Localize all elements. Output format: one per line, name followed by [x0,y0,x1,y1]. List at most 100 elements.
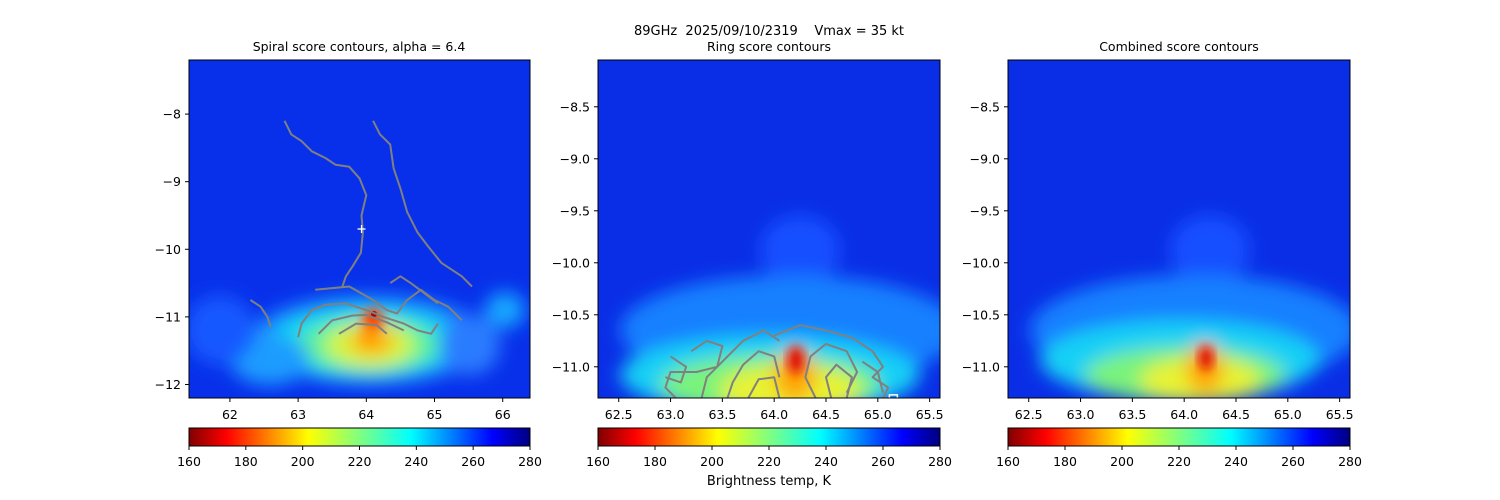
y-tick-label: −9 [163,174,181,189]
heatmap-image [598,60,940,398]
x-tick-label: 64.0 [1170,407,1198,422]
colorbar-tick-label: 280 [518,454,542,469]
x-tick-label: 63.5 [1118,407,1146,422]
colorbar-tick-label: 200 [291,454,315,469]
colorbar-tick-label: 200 [700,454,724,469]
y-tick-label: −8.5 [970,99,1000,114]
y-tick-label: −10.5 [552,307,590,322]
y-tick-label: −10.0 [962,255,1000,270]
contour-lines [249,120,473,338]
contour-line [700,329,780,398]
colorbar-ticks: 160 180 200 220 240 260 280 [586,446,952,469]
x-tick-label: 62.5 [605,407,633,422]
y-tick-label: −9.0 [970,151,1000,166]
contour-line [773,324,890,398]
panel-spiral: Spiral score contours, alpha = 6.4 [155,39,531,422]
x-tick-label: 64.0 [760,407,788,422]
y-tick-label: −9.0 [560,151,590,166]
x-tick-label: 66 [495,407,511,422]
x-tick-label: 63.5 [708,407,736,422]
colorbar-tick-label: 160 [177,454,201,469]
plot-frame [1007,59,1351,399]
colorbar-gradient [597,427,941,447]
colorbar-tick-label: 260 [871,454,895,469]
contour-line [664,339,724,398]
contour-line [726,350,781,398]
colorbar-1: 160 180 200 220 240 260 280 [177,427,542,469]
x-tick-label: 65.0 [864,407,892,422]
colorbar-tick-label: 260 [461,454,485,469]
x-tick-label: 62 [222,407,238,422]
y-tick-label: −10.0 [552,255,590,270]
x-tick-label: 63.0 [1067,407,1095,422]
x-tick-label: 65 [427,407,443,422]
colorbar-tick-label: 220 [757,454,781,469]
panel-title: Combined score contours [1099,39,1259,54]
colorbar-label: Brightness temp, K [707,474,832,489]
colorbar-tick-label: 180 [1053,454,1077,469]
contour-lines [664,324,899,398]
x-tick-label: 63.0 [657,407,685,422]
y-tick-label: −11.0 [962,359,1000,374]
x-axis: 62.5 63.0 63.5 64.0 64.5 65.0 65.5 [1015,398,1354,422]
colorbar-ticks: 160 180 200 220 240 260 280 [177,446,542,469]
contour-line [665,355,688,384]
colorbar-tick-label: 160 [996,454,1020,469]
x-tick-label: 64 [358,407,374,422]
y-tick-label: −8.5 [560,99,590,114]
storm-center-marker [357,225,366,233]
y-tick-label: −9.5 [970,203,1000,218]
colorbar-tick-label: 220 [348,454,372,469]
x-tick-label: 62.5 [1015,407,1043,422]
colorbar-tick-label: 220 [1167,454,1191,469]
figure-suptitle: 89GHz 2025/09/10/2319 Vmax = 35 kt [634,24,904,39]
colorbar-tick-label: 260 [1281,454,1305,469]
colorbar-tick-label: 200 [1110,454,1134,469]
x-tick-label: 65.5 [916,407,944,422]
heatmap-image [1008,60,1350,398]
plot-frame [188,59,531,399]
panel-combined: Combined score contours 62.5 63.0 63.5 64.0… [962,39,1354,422]
colorbar-gradient [188,427,531,447]
colorbar-tick-label: 280 [928,454,952,469]
x-tick-label: 63 [290,407,306,422]
contour-line [315,285,463,322]
contour-line [317,313,405,335]
y-axis: −8.5 −9.0 −9.5 −10.0 −10.5 −11.0 [962,99,1008,374]
colorbar-tick-label: 240 [814,454,838,469]
y-tick-label: −9.5 [560,203,590,218]
colorbar-tick-label: 240 [1224,454,1248,469]
heatmap-image [189,60,530,398]
colorbar-tick-label: 280 [1338,454,1362,469]
contour-line [861,360,884,394]
contour-line [338,322,388,335]
panel-ring: 89GHz 2025/09/10/2319 Vmax = 35 kt Ring … [552,24,944,422]
x-axis: 62 63 64 65 66 [222,398,511,422]
panel-title: Ring score contours [707,39,831,54]
contour-line [372,120,473,288]
colorbar-tick-label: 180 [234,454,258,469]
y-tick-label: −8 [163,107,181,122]
panel-title: Spiral score contours, alpha = 6.4 [253,39,466,54]
contour-line [804,342,859,398]
plot-frame [597,59,941,399]
colorbar-tick-label: 180 [643,454,667,469]
contour-line [747,376,781,398]
colorbar-3: 160 180 200 220 240 260 280 [996,427,1362,469]
colorbar-ticks: 160 180 200 220 240 260 280 [996,446,1362,469]
y-tick-label: −12 [155,377,181,392]
x-tick-label: 64.5 [1222,407,1250,422]
contour-line [249,299,272,328]
y-tick-label: −10.5 [962,307,1000,322]
x-axis: 62.5 63.0 63.5 64.0 64.5 65.0 65.5 [605,398,944,422]
contour-line [297,302,439,338]
y-axis: −8 −9 −10 −11 −12 [155,107,189,392]
x-tick-label: 65.0 [1274,407,1302,422]
y-tick-label: −11.0 [552,359,590,374]
box-marker [888,394,899,398]
y-tick-label: −11 [155,309,181,324]
x-tick-label: 64.5 [812,407,840,422]
contour-line [283,120,368,287]
x-tick-label: 65.5 [1326,407,1354,422]
